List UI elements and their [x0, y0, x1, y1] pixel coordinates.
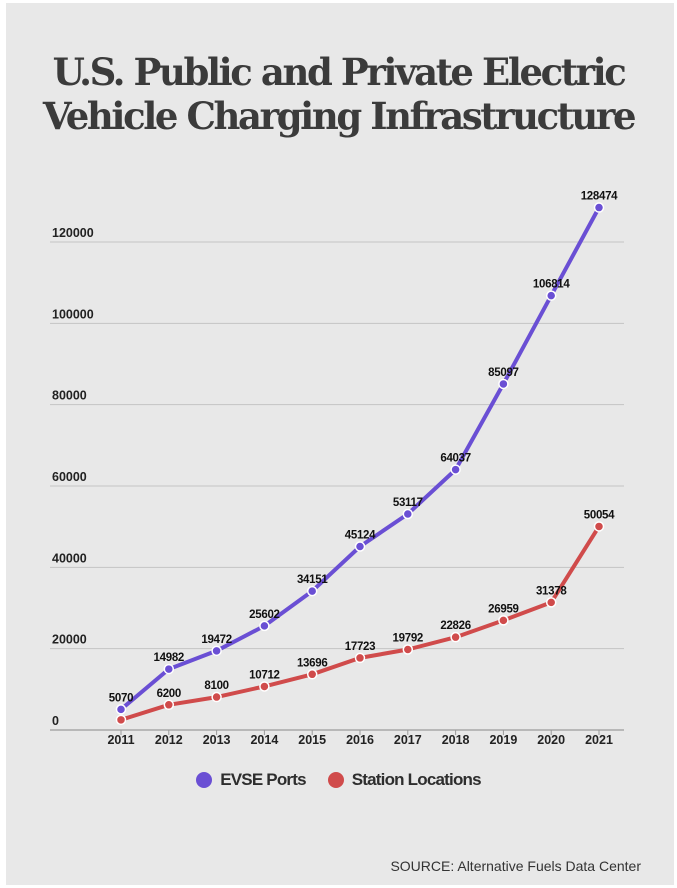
data-point-station-locations — [259, 681, 270, 692]
data-label-evse-ports: 45124 — [345, 529, 376, 541]
x-tick-label: 2020 — [537, 733, 565, 747]
y-tick-label: 80000 — [52, 389, 87, 403]
data-point-evse-ports — [115, 704, 127, 715]
data-point-station-locations — [306, 669, 318, 680]
data-point-station-locations — [354, 652, 366, 664]
chart-title-line-1: U.S. Public and Private Electric — [52, 50, 627, 94]
x-tick-label: 2015 — [298, 733, 326, 747]
data-point-evse-ports — [354, 541, 366, 552]
y-tick-label: 100000 — [52, 307, 94, 321]
data-label-station-locations: 10712 — [249, 669, 279, 681]
data-label-station-locations: 19792 — [393, 633, 423, 645]
data-label-evse-ports: 64037 — [440, 453, 470, 465]
y-tick-label: 60000 — [52, 470, 87, 484]
x-tick-label: 2011 — [107, 733, 134, 747]
data-label-station-locations: 50054 — [584, 509, 615, 521]
data-point-evse-ports — [306, 585, 318, 597]
x-tick-label: 2012 — [155, 733, 183, 747]
chart-panel — [6, 3, 674, 885]
data-point-evse-ports — [593, 202, 605, 213]
data-point-evse-ports — [498, 378, 509, 390]
data-label-evse-ports: 106814 — [533, 279, 570, 291]
data-point-station-locations — [115, 714, 127, 726]
data-point-station-locations — [450, 631, 461, 643]
legend-item-station-locations: Station Locations — [327, 770, 482, 790]
legend-item-evse-ports: EVSE Ports — [196, 770, 307, 790]
data-label-evse-ports: 128474 — [581, 191, 618, 203]
y-tick-label: 20000 — [52, 633, 87, 647]
legend-marker-evse-ports — [196, 772, 213, 788]
data-point-evse-ports — [163, 663, 175, 675]
data-label-evse-ports: 25602 — [249, 609, 279, 621]
x-tick-label: 2013 — [203, 733, 231, 747]
data-point-evse-ports — [450, 464, 461, 475]
series-line-evse-ports — [119, 205, 601, 712]
data-label-station-locations: 17723 — [345, 641, 375, 653]
y-tick-label: 40000 — [52, 551, 87, 565]
data-label-station-locations: 31378 — [536, 585, 567, 597]
data-point-station-locations — [163, 699, 175, 711]
x-tick-label: 2019 — [489, 733, 517, 747]
data-label-station-locations: 6200 — [157, 688, 181, 700]
data-point-evse-ports — [402, 508, 414, 520]
data-point-station-locations — [593, 521, 605, 532]
x-tick-label: 2021 — [585, 733, 613, 747]
data-point-station-locations — [498, 615, 509, 626]
data-point-evse-ports — [545, 290, 557, 301]
data-label-station-locations: 13696 — [297, 657, 327, 669]
data-label-evse-ports: 19472 — [201, 634, 231, 646]
series-line-station-locations — [119, 524, 601, 722]
x-tick-label: 2016 — [346, 733, 374, 747]
data-point-station-locations — [545, 597, 557, 608]
data-label-evse-ports: 14982 — [154, 652, 184, 664]
y-tick-label: 0 — [52, 714, 59, 728]
x-tick-label: 2017 — [394, 733, 422, 747]
data-label-evse-ports: 85097 — [488, 367, 518, 379]
legend-marker-station-locations — [327, 772, 344, 788]
data-label-station-locations: 26959 — [488, 603, 518, 615]
data-label-station-locations: 8100 — [204, 680, 228, 692]
data-label-station-locations: 22826 — [440, 620, 470, 632]
data-point-station-locations — [402, 644, 414, 655]
data-label-evse-ports: 5070 — [109, 692, 133, 704]
source-note: SOURCE: Alternative Fuels Data Center — [390, 858, 641, 874]
x-tick-label: 2014 — [250, 733, 278, 747]
chart-legend: EVSE Ports Station Locations — [0, 770, 677, 790]
data-point-evse-ports — [211, 645, 222, 657]
data-point-evse-ports — [259, 620, 270, 632]
chart-title-line-2: Vehicle Charging Infrastructure — [42, 94, 637, 138]
data-point-station-locations — [211, 691, 222, 703]
legend-label-station-locations: Station Locations — [351, 770, 482, 789]
legend-label-evse-ports: EVSE Ports — [220, 770, 306, 789]
x-tick-label: 2018 — [442, 733, 470, 747]
data-label-evse-ports: 53117 — [393, 497, 423, 509]
data-label-evse-ports: 34151 — [297, 574, 328, 586]
y-tick-label: 120000 — [52, 226, 94, 240]
